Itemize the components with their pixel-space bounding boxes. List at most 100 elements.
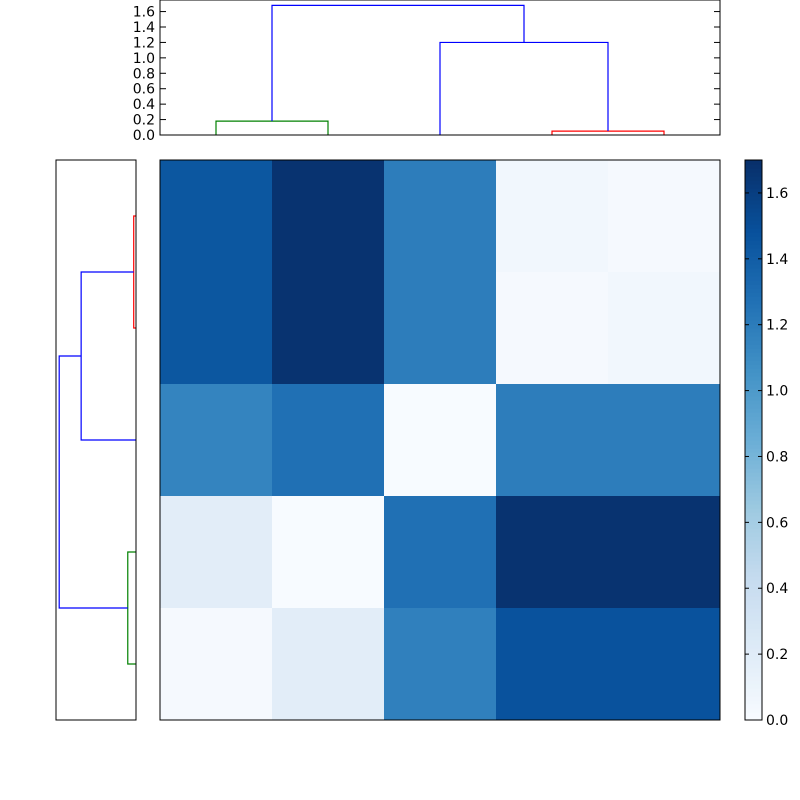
colorbar-band [745,628,762,633]
colorbar-band [745,200,762,205]
colorbar-band [745,440,762,445]
top-dendrogram-link [215,120,329,135]
colorbar-tick-label: 1.0 [766,384,788,400]
colorbar-band [745,368,762,373]
colorbar-band [745,544,762,549]
heatmap-cell [496,160,609,273]
colorbar-band [745,188,762,193]
colorbar-band [745,304,762,309]
colorbar-band [745,196,762,201]
colorbar-band [745,396,762,401]
colorbar-band [745,704,762,709]
colorbar-band [745,284,762,289]
colorbar-band [745,260,762,265]
colorbar-band [745,404,762,409]
left-dendrogram-frame [55,159,137,721]
top-dendrogram-link [439,41,609,135]
colorbar-band [745,596,762,601]
colorbar-band [745,456,762,461]
heatmap-cell [384,272,497,385]
heatmap-cell [272,608,385,721]
colorbar-band [745,568,762,573]
heatmap-cell [496,272,609,385]
colorbar-band [745,324,762,329]
colorbar-band [745,212,762,217]
colorbar-band [745,336,762,341]
colorbar-band [745,508,762,513]
colorbar-band [745,168,762,173]
colorbar-band [745,532,762,537]
top-ytick-label: 1.6 [133,5,155,21]
colorbar-band [745,348,762,353]
colorbar-band [745,228,762,233]
colorbar-band [745,540,762,545]
colorbar-band [745,496,762,501]
colorbar-band [745,552,762,557]
heatmap-cell [384,608,497,721]
colorbar-band [745,340,762,345]
colorbar-tick-label: 0.2 [766,647,788,663]
top-ytick-label: 0.4 [133,97,155,113]
heatmap-cell [160,272,273,385]
colorbar-band [745,424,762,429]
colorbar-band [745,392,762,397]
colorbar-band [745,680,762,685]
left-dendrogram-links [58,215,136,665]
top-ytick-label: 1.2 [133,35,155,51]
colorbar-band [745,484,762,489]
top-ytick-label: 0.6 [133,82,155,98]
colorbar-band [745,224,762,229]
colorbar-band [745,616,762,621]
colorbar-band [745,444,762,449]
colorbar-tick-label: 1.6 [766,186,788,202]
heatmap-cell [272,272,385,385]
colorbar-band [745,288,762,293]
colorbar-band [745,236,762,241]
colorbar-band [745,192,762,197]
colorbar-band [745,608,762,613]
colorbar-band [745,660,762,665]
colorbar-band [745,700,762,705]
colorbar-band [745,688,762,693]
heatmap-cell [384,496,497,609]
colorbar-band [745,708,762,713]
colorbar-band [745,220,762,225]
colorbar-band [745,332,762,337]
colorbar-band [745,364,762,369]
heatmap-cell [384,384,497,497]
colorbar-band [745,316,762,321]
colorbar-band [745,560,762,565]
colorbar-tick-label: 0.4 [766,581,788,597]
colorbar-band [745,576,762,581]
top-ytick-label: 1.0 [133,51,155,67]
colorbar-band [745,384,762,389]
heatmap-cell [496,384,609,497]
colorbar-band [745,272,762,277]
colorbar-band [745,400,762,405]
top-dendrogram-yticks: 0.00.20.40.60.81.01.21.41.6 [133,5,720,144]
colorbar-band [745,244,762,249]
colorbar-band [745,256,762,261]
top-ytick-label: 1.4 [133,20,155,36]
left-dendrogram-link [127,551,136,665]
colorbar-band [745,296,762,301]
colorbar-band [745,632,762,637]
colorbar-band [745,216,762,221]
colorbar-band [745,604,762,609]
heatmap-cell [608,384,721,497]
colorbar-band [745,428,762,433]
colorbar-band [745,520,762,525]
colorbar-band [745,172,762,177]
colorbar-tick-label: 0.6 [766,515,788,531]
colorbar-band [745,240,762,245]
colorbar-band [745,712,762,717]
colorbar-band [745,696,762,701]
top-dendrogram-link [551,130,665,135]
colorbar-band [745,512,762,517]
colorbar-tick-label: 0.0 [766,713,788,729]
colorbar-band [745,592,762,597]
colorbar-band [745,516,762,521]
colorbar-band [745,360,762,365]
colorbar-band [745,376,762,381]
